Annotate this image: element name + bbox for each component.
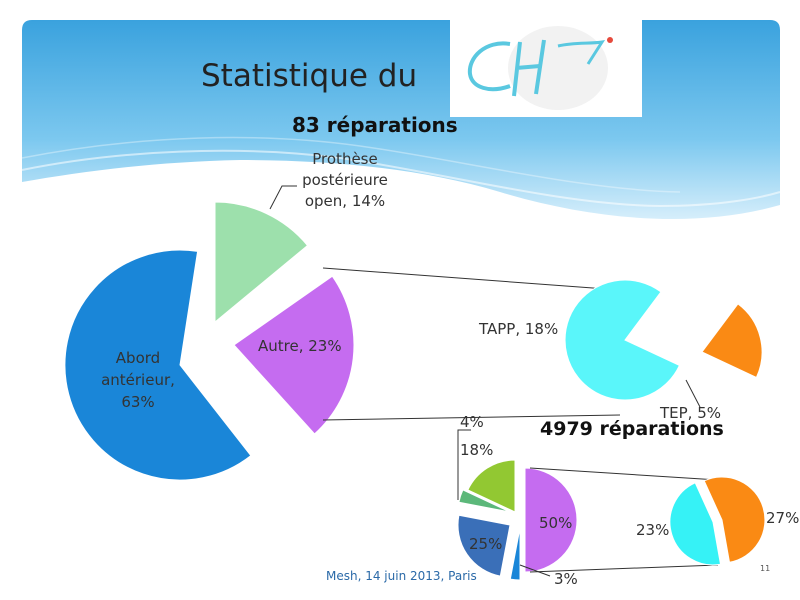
- slice-proth-se-post-rieure-open: [214, 201, 309, 324]
- connector-top-2: [529, 467, 719, 481]
- slice-autre: [233, 275, 355, 435]
- leader-3pct: [519, 564, 551, 577]
- ch-logo: [450, 20, 642, 117]
- slice-4pct: [458, 489, 511, 513]
- label-autre: Autre, 23%: [258, 337, 342, 355]
- chart-4979-reparations: [457, 429, 766, 581]
- chart2-title: 4979 réparations: [540, 418, 724, 440]
- leader-tep: [685, 379, 701, 408]
- label-4pct: 4%: [460, 413, 484, 431]
- slice-abord-ant-rieur: [64, 249, 252, 481]
- slice-25pct: [457, 514, 511, 577]
- label-tep: TEP, 5%: [660, 404, 722, 422]
- slice-tapp: [564, 279, 681, 401]
- slice-tep: [701, 303, 763, 379]
- label-50pct: 50%: [539, 514, 573, 532]
- label-tapp: TAPP, 18%: [479, 320, 559, 338]
- chart-83-reparations: [64, 185, 763, 481]
- label-prothese-posterieure: Prothèse postérieure open, 14%: [302, 150, 388, 210]
- leader-prothese: [269, 185, 297, 210]
- footer-text: Mesh, 14 juin 2013, Paris: [326, 569, 477, 583]
- slice-50pct: [524, 467, 578, 573]
- slice-18pct: [467, 459, 516, 513]
- slide-title: Statistique du: [201, 58, 418, 94]
- connector-bottom-2: [529, 564, 719, 573]
- label-27pct: 27%: [766, 509, 800, 527]
- slice-3pct: [509, 527, 521, 581]
- label-18pct: 18%: [460, 441, 494, 459]
- label-3pct: 3%: [554, 570, 578, 588]
- connector-top: [322, 267, 621, 291]
- label-abord-anterieur: Abord antérieur, 63%: [101, 349, 175, 411]
- connector-bottom: [322, 414, 621, 421]
- leader-4pct: [457, 429, 471, 500]
- page-number: 11: [760, 564, 771, 573]
- slice-23pct: [669, 482, 722, 566]
- label-23pct: 23%: [636, 521, 670, 539]
- slice-27pct: [703, 476, 766, 563]
- label-25pct: 25%: [469, 535, 503, 553]
- chart1-title: 83 réparations: [292, 113, 458, 137]
